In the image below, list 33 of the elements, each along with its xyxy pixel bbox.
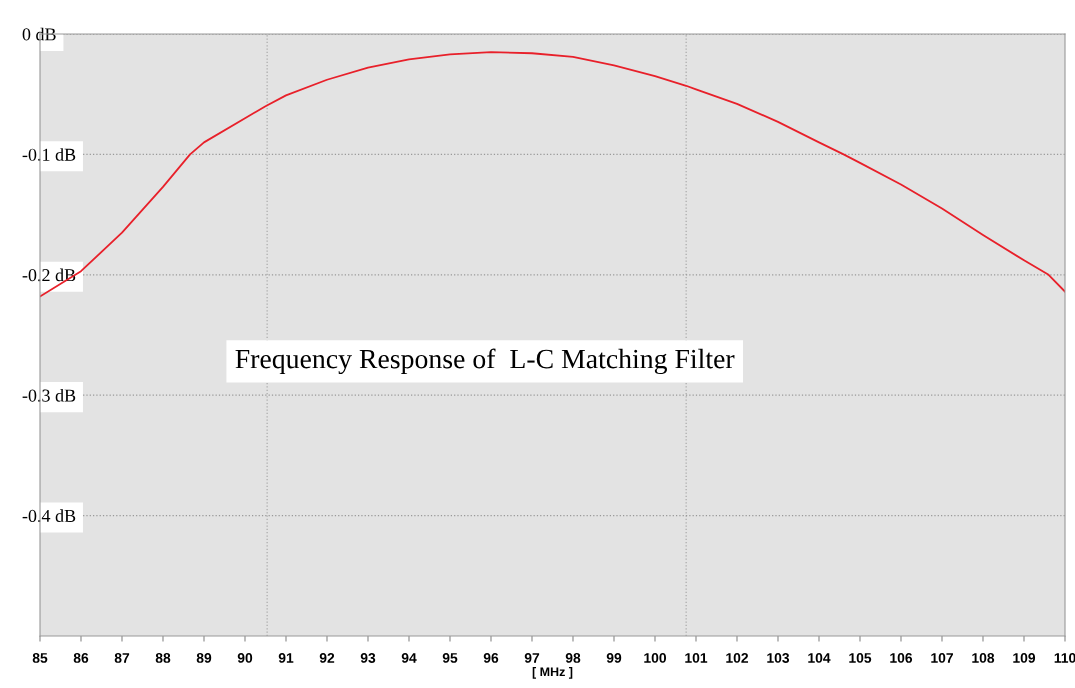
x-tick-label: 100 bbox=[644, 653, 667, 663]
y-tick-label: -0.3 dB bbox=[22, 388, 76, 402]
x-tick-label: 87 bbox=[114, 653, 130, 663]
x-tick-label: 88 bbox=[155, 653, 171, 663]
x-tick-label: 98 bbox=[565, 653, 581, 663]
y-tick-label: 0 dB bbox=[22, 27, 56, 41]
x-tick-label: 90 bbox=[237, 653, 253, 663]
x-tick-label: 85 bbox=[32, 653, 48, 663]
x-tick-label: 99 bbox=[606, 653, 622, 663]
x-tick-label: 86 bbox=[73, 653, 89, 663]
x-tick-label: 108 bbox=[972, 653, 995, 663]
x-tick-label: 101 bbox=[685, 653, 708, 663]
x-axis-title: [ MHz ] bbox=[532, 667, 573, 679]
x-tick-label: 105 bbox=[849, 653, 872, 663]
text: Frequency Response of L-C Matching Filter bbox=[235, 348, 735, 375]
x-tick-label: 94 bbox=[401, 653, 417, 663]
x-tick-label: 95 bbox=[442, 653, 458, 663]
y-tick-label: -0.4 dB bbox=[22, 509, 76, 523]
x-tick-label: 109 bbox=[1013, 653, 1036, 663]
x-tick-label: 96 bbox=[483, 653, 499, 663]
x-tick-label: 93 bbox=[360, 653, 376, 663]
x-tick-label: 106 bbox=[890, 653, 913, 663]
x-tick-label: 92 bbox=[319, 653, 335, 663]
x-tick-label: 107 bbox=[931, 653, 953, 663]
x-tick-label: 97 bbox=[524, 653, 540, 663]
x-tick-label: 91 bbox=[278, 653, 294, 663]
x-tick-label: 102 bbox=[726, 653, 749, 663]
y-tick-label: -0.1 dB bbox=[22, 148, 76, 161]
x-tick-label: 103 bbox=[767, 653, 790, 663]
x-tick-label: 89 bbox=[196, 653, 212, 663]
x-tick-label: 110 bbox=[1054, 653, 1075, 663]
x-tick-label: 104 bbox=[808, 653, 831, 663]
y-tick-label: -0.2 dB bbox=[22, 268, 76, 282]
